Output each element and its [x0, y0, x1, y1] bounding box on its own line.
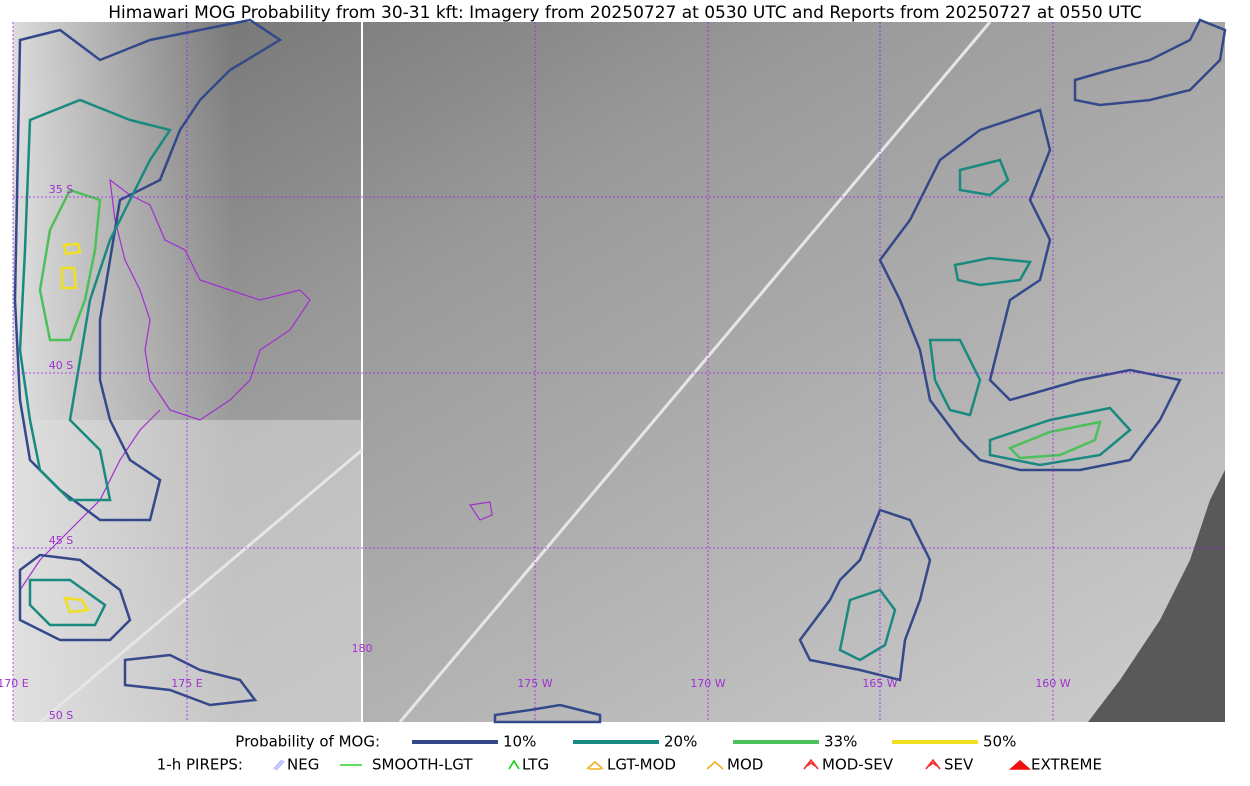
pirep-icon — [1008, 759, 1032, 770]
lon-label: 180 — [352, 642, 373, 655]
lat-label: 40 S — [49, 359, 73, 372]
lon-label: 170 W — [690, 677, 725, 690]
legend-label: MOD-SEV — [822, 756, 894, 774]
lon-label: 175 E — [171, 677, 202, 690]
graticule — [12, 22, 1225, 722]
legend-label: 50% — [983, 733, 1016, 751]
lon-label: 170 E — [0, 677, 29, 690]
pirep-icon — [508, 759, 520, 770]
legend-label: 20% — [664, 733, 697, 751]
lon-label: 175 W — [517, 677, 552, 690]
legend-label: EXTREME — [1031, 756, 1102, 774]
lat-label: 45 S — [49, 534, 73, 547]
pirep-icon — [803, 758, 819, 770]
pirep-icon — [706, 760, 724, 770]
title: Himawari MOG Probability from 30-31 kft:… — [108, 3, 1142, 23]
legend-label: SEV — [944, 756, 974, 774]
probability-legend-label: Probability of MOG: — [235, 733, 380, 751]
map — [13, 18, 1227, 724]
legend-label: LTG — [522, 756, 549, 774]
legend-label: SMOOTH-LGT — [372, 756, 473, 774]
legend-label: NEG — [287, 756, 319, 774]
legend-label: LGT-MOD — [607, 756, 676, 774]
pirep-icon — [273, 759, 285, 771]
pirep-legend-label: 1-h PIREPS: — [157, 756, 243, 774]
pirep-icon — [925, 758, 941, 770]
lat-label: 50 S — [49, 709, 73, 722]
lon-label: 165 W — [862, 677, 897, 690]
pirep-icon — [586, 760, 604, 770]
legend-label: 33% — [824, 733, 857, 751]
lat-label: 35 S — [49, 183, 73, 196]
legend-label: 10% — [503, 733, 536, 751]
legend-label: MOD — [727, 756, 763, 774]
lon-label: 160 W — [1035, 677, 1070, 690]
